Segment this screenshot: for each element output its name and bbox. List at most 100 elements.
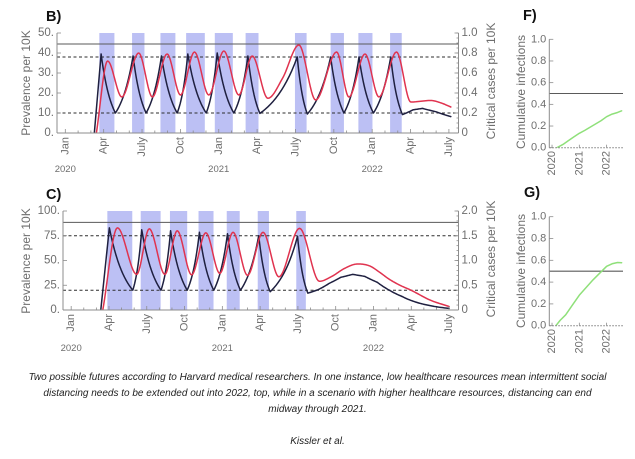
panel-label: C)	[46, 187, 61, 203]
y-tick-label: 0.2	[531, 120, 546, 132]
y-tick-label: 1.0	[531, 211, 546, 223]
y-tick-label: 0.0	[531, 320, 546, 332]
y-tick-label: 0.4	[531, 276, 546, 288]
y2-tick-label: 2.0	[462, 205, 478, 217]
x-tick-label: 2020	[546, 151, 558, 175]
panel-b: 0. 10. 20. 30. 40. 50. 0 0.2 0.4 0.6 0.8 1.0 Jan Apr J…	[19, 9, 498, 175]
y-tick-label: 1.0	[531, 33, 546, 45]
y2-tick-label: 0.4	[462, 87, 479, 99]
y-tick-label: 50.	[44, 255, 60, 267]
year-label: 2021	[212, 343, 233, 354]
y-tick-label: 0.	[50, 304, 60, 316]
y2-tick-label: 0	[462, 304, 468, 316]
y2-axis-title: Critical cases per 10K	[484, 23, 498, 140]
panel-label: F)	[523, 8, 537, 24]
distancing-band	[160, 33, 176, 133]
x-tick-label: Jan	[216, 314, 228, 332]
y-tick-label: 40.	[38, 47, 54, 59]
panel-f: 0.0 0.2 0.4 0.6 0.8 1.0 2020 2021 2022 Cumulative…	[514, 8, 623, 175]
x-tick-label: Oct	[179, 314, 191, 331]
y-tick-label: 50.	[38, 27, 54, 39]
distancing-band	[132, 33, 145, 133]
x-tick-label: Oct	[328, 137, 340, 154]
year-label: 2021	[208, 164, 229, 175]
y-tick-label: 20.	[38, 87, 54, 99]
y-tick-label: 75.	[44, 230, 60, 242]
x-tick-label: 2022	[601, 151, 613, 175]
distancing-band	[169, 211, 188, 310]
y-tick-label: 0.8	[531, 233, 546, 245]
year-label: 2020	[61, 343, 82, 354]
cumulative-infections-line	[555, 261, 623, 326]
x-tick-label: July	[292, 314, 304, 334]
critical-cases-per-10k-line	[95, 44, 452, 133]
distancing-band	[99, 33, 115, 133]
distancing-band	[330, 33, 344, 133]
panel-c: 0. 25. 50. 75. 100. 0 0.5 1.0 1.5 2.0 Jan Apr July Oc…	[19, 187, 498, 354]
year-label: 2020	[55, 164, 76, 175]
y2-tick-label: 0.6	[462, 67, 478, 79]
figure-caption: Two possible futures according to Harvar…	[0, 370, 635, 418]
y-tick-label: 0.4	[531, 98, 546, 110]
y-tick-label: 0.0	[531, 142, 546, 154]
y-tick-label: 0.8	[531, 55, 546, 67]
y-axis-title: Cumulative infections	[514, 214, 528, 328]
y-tick-label: 100.	[38, 205, 60, 217]
x-tick-label: Apr	[103, 314, 115, 331]
x-tick-label: 2021	[573, 151, 585, 175]
x-tick-label: July	[443, 313, 455, 333]
y2-axis-title: Critical cases per 10K	[484, 201, 498, 318]
x-tick-label: Apr	[251, 137, 263, 154]
image-credit: Kissler et al.	[290, 436, 345, 447]
y-axis-title: Cumulative infections	[514, 35, 528, 149]
x-tick-label: July	[443, 137, 455, 157]
y-tick-label: 25.	[44, 279, 60, 291]
prevalence-per-10k-line	[93, 52, 452, 133]
year-label: 2022	[363, 343, 384, 354]
panel-label: G)	[524, 185, 540, 201]
x-tick-label: Oct	[330, 314, 342, 331]
y-tick-label: 0.6	[531, 77, 546, 89]
distancing-band	[226, 211, 240, 310]
prevalence-per-10k-line	[100, 227, 450, 310]
panel-label: B)	[46, 9, 61, 25]
y2-tick-label: 0.5	[462, 279, 478, 291]
y-tick-label: 10.	[38, 107, 54, 119]
y2-tick-label: 0.8	[462, 47, 478, 59]
y2-tick-label: 1.5	[462, 230, 478, 242]
year-label: 2022	[362, 164, 383, 175]
panel-g: 0.0 0.2 0.4 0.6 0.8 1.0 2020 2021 2022 Cumulative…	[514, 185, 623, 353]
critical-cases-per-10k-line	[102, 227, 450, 310]
x-tick-label: 2021	[573, 329, 585, 353]
caption-line: distancing needs to be extended out into…	[43, 388, 592, 399]
x-tick-label: Jan	[59, 137, 71, 155]
y-axis-title: Prevalence per 10K	[19, 208, 33, 313]
distancing-band	[140, 211, 161, 310]
x-tick-label: 2020	[546, 329, 558, 353]
y-tick-label: 0.2	[531, 298, 546, 310]
x-tick-label: Jan	[213, 137, 225, 155]
distancing-band	[107, 211, 133, 310]
x-tick-label: Apr	[405, 314, 417, 331]
distancing-band	[198, 211, 214, 310]
y2-tick-label: 1.0	[462, 255, 478, 267]
x-tick-label: July	[289, 137, 301, 157]
x-tick-label: 2022	[601, 329, 613, 353]
y2-tick-label: 0	[462, 127, 468, 139]
x-tick-label: Apr	[98, 137, 110, 154]
distancing-band	[257, 211, 269, 310]
caption-line: Two possible futures according to Harvar…	[28, 372, 607, 383]
x-tick-label: Apr	[405, 137, 417, 154]
distancing-band	[390, 33, 402, 133]
x-tick-label: July	[136, 136, 148, 156]
caption-line: midway through 2021.	[268, 404, 367, 415]
y-tick-label: 30.	[38, 67, 54, 79]
distancing-band	[214, 33, 233, 133]
y-tick-label: 0.	[44, 127, 54, 139]
y2-tick-label: 0.2	[462, 107, 478, 119]
chart-figure: 0. 10. 20. 30. 40. 50. 0 0.2 0.4 0.6 0.8 1.0 Jan Apr J…	[19, 8, 623, 354]
y-axis-title: Prevalence per 10K	[19, 30, 33, 135]
x-tick-label: Jan	[367, 314, 379, 332]
x-tick-label: Apr	[254, 314, 266, 331]
